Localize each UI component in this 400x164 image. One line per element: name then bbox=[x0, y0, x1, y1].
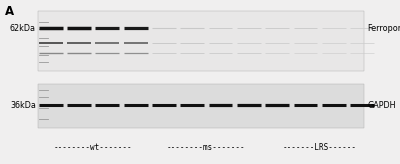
Text: Ferroportin: Ferroportin bbox=[367, 24, 400, 33]
Bar bbox=[38, 84, 364, 128]
Text: A: A bbox=[5, 5, 14, 18]
Text: 62kDa: 62kDa bbox=[10, 24, 36, 33]
Text: 36kDa: 36kDa bbox=[10, 101, 36, 110]
Text: -------LRS------: -------LRS------ bbox=[282, 143, 356, 152]
Text: --------wt-------: --------wt------- bbox=[54, 143, 132, 152]
Bar bbox=[38, 11, 364, 71]
Text: GAPDH: GAPDH bbox=[367, 101, 396, 110]
Text: --------ms-------: --------ms------- bbox=[167, 143, 246, 152]
